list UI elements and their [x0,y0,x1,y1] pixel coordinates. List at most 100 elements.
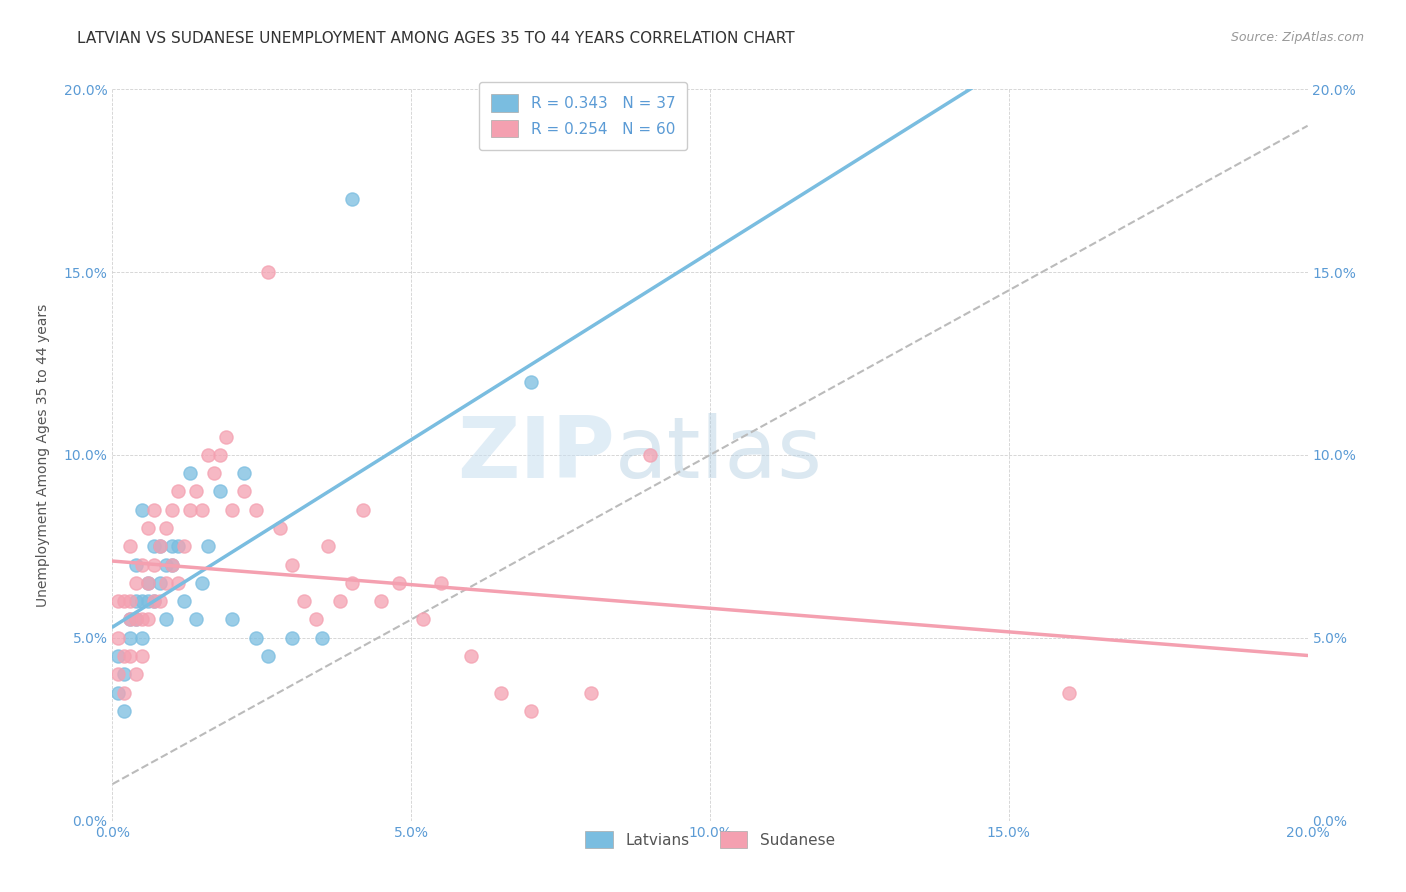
Point [353,503,375,517]
Point [202,466,225,480]
Point [579,686,602,700]
Point [269,521,291,535]
Point [149,594,172,608]
Point [412,613,434,627]
Point [305,613,328,627]
Point [114,594,135,608]
Point [340,192,363,206]
Point [489,686,512,700]
Point [138,576,160,591]
Point [209,448,232,462]
Point [186,613,208,627]
Point [209,484,232,499]
Point [233,484,256,499]
Point [162,503,183,517]
Point [149,539,172,553]
Point [143,594,166,608]
Point [120,613,142,627]
Point [257,649,280,664]
Point [245,503,267,517]
Point [329,594,352,608]
Point [131,613,153,627]
Point [179,466,201,480]
Point [257,265,280,279]
Point [316,539,339,553]
Point [107,631,129,645]
Point [460,649,482,664]
Point [107,667,129,681]
Point [138,576,160,591]
Text: ZIP: ZIP [457,413,614,497]
Point [167,576,190,591]
Point [281,558,304,572]
Point [138,613,160,627]
Point [167,484,190,499]
Point [114,649,135,664]
Point [340,576,363,591]
Point [120,649,142,664]
Point [131,594,153,608]
Point [149,576,172,591]
Point [131,631,153,645]
Point [162,558,183,572]
Point [125,613,148,627]
Point [131,558,153,572]
Point [155,558,177,572]
Point [138,521,160,535]
Point [245,631,267,645]
Point [143,594,166,608]
Point [155,613,177,627]
Legend: Latvians, Sudanese: Latvians, Sudanese [574,819,846,861]
Point [640,448,662,462]
Point [125,576,148,591]
Y-axis label: Unemployment Among Ages 35 to 44 years: Unemployment Among Ages 35 to 44 years [37,303,49,607]
Point [370,594,392,608]
Point [197,448,219,462]
Point [186,484,208,499]
Point [155,521,177,535]
Point [120,594,142,608]
Point [520,704,543,718]
Point [292,594,315,608]
Point [120,539,142,553]
Point [197,539,219,553]
Point [191,503,214,517]
Point [143,503,166,517]
Point [138,594,160,608]
Point [167,539,190,553]
Point [430,576,453,591]
Point [125,667,148,681]
Point [125,613,148,627]
Point [131,503,153,517]
Point [1057,686,1080,700]
Point [143,539,166,553]
Point [179,503,201,517]
Point [173,594,195,608]
Point [155,576,177,591]
Point [221,503,243,517]
Point [131,649,153,664]
Point [149,539,172,553]
Point [107,686,129,700]
Point [107,594,129,608]
Point [125,558,148,572]
Point [173,539,195,553]
Point [191,576,214,591]
Point [120,613,142,627]
Point [162,539,183,553]
Text: Source: ZipAtlas.com: Source: ZipAtlas.com [1230,31,1364,45]
Point [520,375,543,389]
Point [114,686,135,700]
Point [125,594,148,608]
Point [120,631,142,645]
Point [233,466,256,480]
Text: LATVIAN VS SUDANESE UNEMPLOYMENT AMONG AGES 35 TO 44 YEARS CORRELATION CHART: LATVIAN VS SUDANESE UNEMPLOYMENT AMONG A… [77,31,794,46]
Point [107,649,129,664]
Point [311,631,333,645]
Text: atlas: atlas [614,413,823,497]
Point [114,704,135,718]
Point [388,576,411,591]
Point [221,613,243,627]
Point [281,631,304,645]
Point [162,558,183,572]
